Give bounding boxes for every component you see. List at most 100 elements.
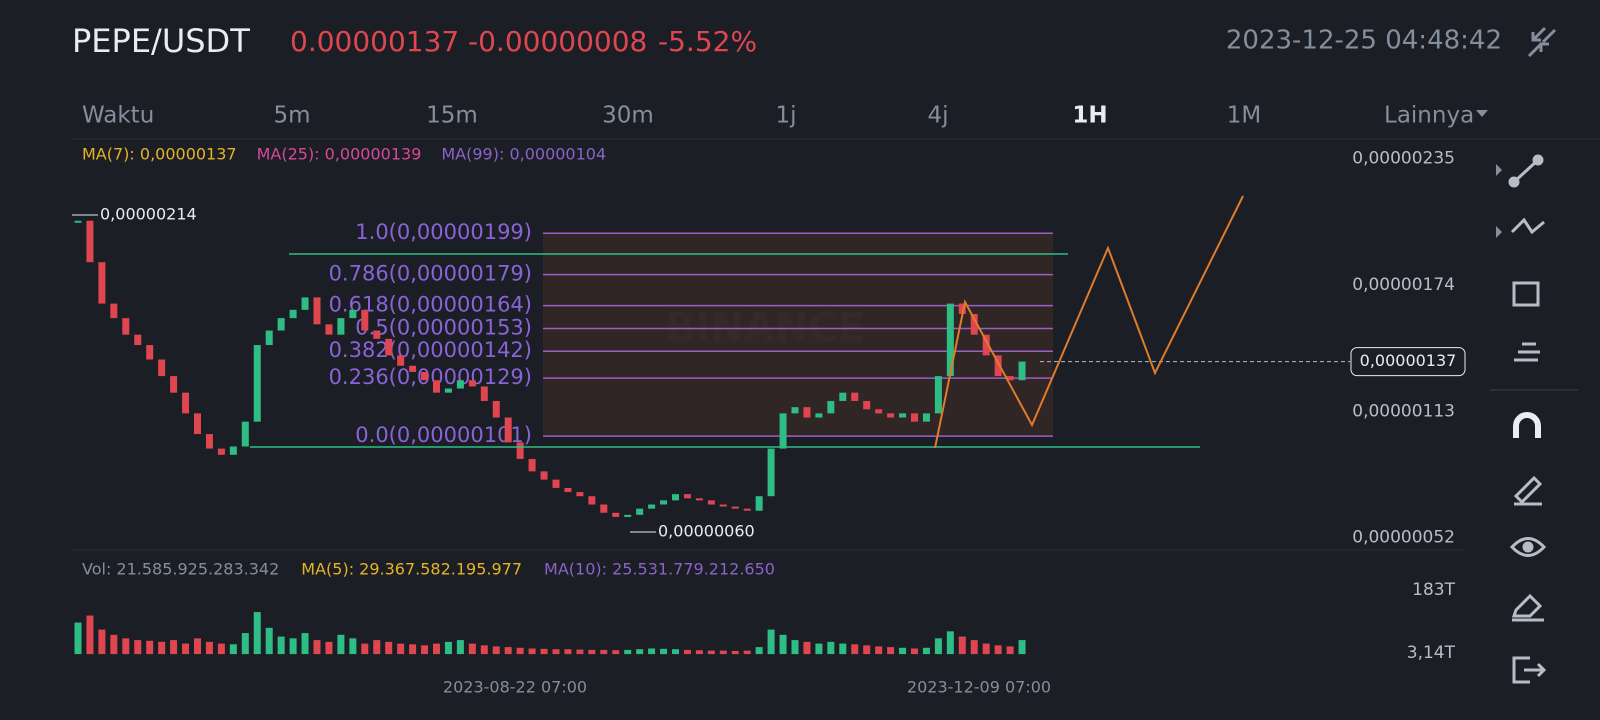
candle: [648, 504, 656, 509]
candle: [289, 309, 297, 319]
candle: [456, 380, 464, 389]
volume-axis-label: 3,14T: [1407, 643, 1456, 663]
collapse-icon[interactable]: [1527, 26, 1557, 58]
candle: [875, 409, 883, 414]
volume-bar: [241, 633, 249, 655]
candle: [564, 487, 572, 493]
price-axis-label: 0,00000235: [1352, 149, 1455, 169]
ma-indicator: MA(7): 0,00000137: [82, 145, 237, 164]
candle: [504, 417, 512, 443]
tool-eraser[interactable]: [1511, 593, 1544, 622]
tool-eye[interactable]: [1509, 537, 1547, 557]
volume-bar: [86, 615, 94, 655]
candle: [444, 388, 452, 393]
candle: [911, 413, 918, 422]
candle: [683, 494, 691, 499]
projection-drawing: [934, 195, 1244, 449]
volume-bar: [946, 631, 954, 655]
tab[interactable]: 1H: [1072, 103, 1107, 129]
candle: [695, 498, 703, 501]
volume-bar: [397, 643, 405, 655]
volume-bar: [648, 648, 656, 655]
candle: [241, 421, 249, 447]
candle: [86, 220, 94, 263]
volume-bar: [660, 648, 668, 655]
tool-magnet[interactable]: [1513, 412, 1541, 438]
candle: [612, 512, 620, 517]
tab[interactable]: Waktu: [82, 103, 154, 129]
tab[interactable]: 5m: [273, 103, 310, 129]
candle: [552, 479, 560, 488]
volume-bar: [253, 612, 261, 655]
tool-exit[interactable]: [1512, 656, 1547, 684]
volume-bar: [74, 622, 82, 655]
volume-bar: [576, 649, 584, 655]
fib-label: 0.236(0,00000129): [329, 365, 532, 389]
volume-bar: [492, 646, 500, 655]
volume-bar: [636, 649, 644, 655]
candle: [229, 446, 237, 455]
candle: [265, 330, 273, 346]
tool-fib[interactable]: [1514, 342, 1540, 362]
tool-trend[interactable]: [1510, 217, 1545, 235]
candle: [253, 345, 261, 422]
candle: [337, 318, 345, 335]
volume-bar: [158, 641, 166, 655]
candle: [170, 376, 178, 393]
candle: [480, 386, 488, 401]
volume-bar: [134, 640, 142, 655]
volume-bar: [468, 643, 476, 655]
volume-bar: [803, 641, 811, 655]
candle: [397, 355, 405, 366]
current-price-box: [1350, 347, 1466, 377]
candle: [839, 392, 847, 401]
volume-bar: [839, 643, 847, 655]
volume-bar: [170, 640, 178, 655]
volume-bar: [911, 648, 918, 655]
candle: [313, 297, 321, 325]
volume-bar: [349, 638, 357, 655]
volume-bar: [851, 644, 859, 655]
volume-bar: [934, 638, 942, 655]
volume-bar: [994, 645, 1002, 655]
tool-rect[interactable]: [1512, 281, 1540, 307]
candle: [815, 413, 823, 418]
tool-pen[interactable]: [1513, 475, 1543, 506]
candle: [421, 371, 429, 381]
change: -0.00000008: [468, 25, 647, 58]
high-label: 0,00000214: [100, 205, 197, 224]
volume-bar: [361, 643, 369, 655]
dropdown-arrow: [1476, 110, 1488, 117]
volume-bar: [612, 650, 620, 655]
candle: [277, 318, 285, 331]
volume-bar: [265, 627, 273, 655]
volume-bar: [277, 636, 285, 655]
candle: [660, 500, 668, 505]
volume-bar: [110, 634, 118, 655]
volume-bar: [672, 649, 679, 655]
tab[interactable]: Lainnya: [1384, 103, 1474, 129]
fib-zone: [543, 233, 1053, 437]
tab[interactable]: 15m: [426, 103, 478, 129]
volume-bar: [719, 650, 727, 655]
tab[interactable]: 1M: [1227, 103, 1261, 129]
tab[interactable]: 4j: [927, 103, 948, 129]
time-label: 2023-08-22 07:00: [443, 678, 587, 697]
tab[interactable]: 1j: [775, 103, 796, 129]
volume-bar: [958, 636, 966, 655]
volume-bar: [516, 647, 524, 655]
candle: [946, 303, 954, 377]
price-axis-label: 0,00000052: [1352, 528, 1455, 548]
candle: [982, 334, 990, 356]
tab[interactable]: 30m: [602, 103, 654, 129]
volume-bar: [337, 634, 345, 655]
candle: [301, 297, 309, 310]
candle: [516, 442, 524, 459]
candle: [743, 508, 751, 511]
candle: [636, 508, 644, 515]
volume-bar: [456, 640, 464, 655]
volume-bar: [1006, 646, 1014, 655]
fib-label: 0.382(0,00000142): [329, 338, 532, 362]
candle: [707, 500, 715, 505]
candle: [779, 413, 787, 449]
